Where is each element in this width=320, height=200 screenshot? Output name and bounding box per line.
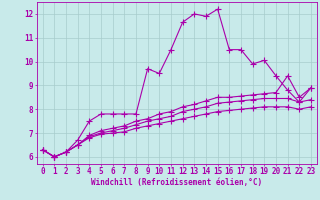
X-axis label: Windchill (Refroidissement éolien,°C): Windchill (Refroidissement éolien,°C) [91, 178, 262, 187]
